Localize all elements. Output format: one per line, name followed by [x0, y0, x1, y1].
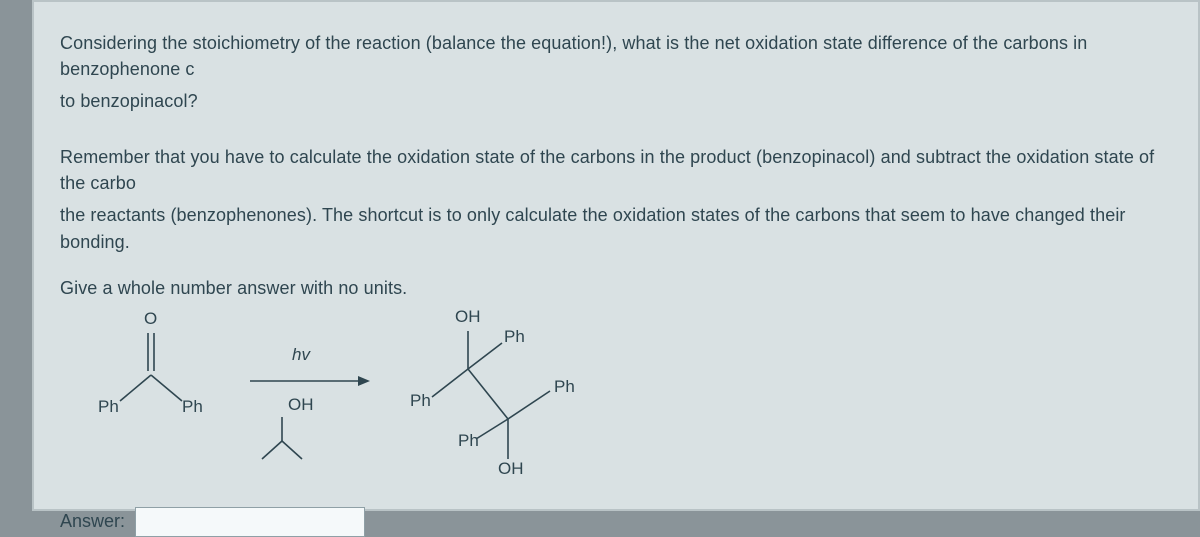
arrow-top-label: hv: [292, 345, 310, 365]
reactant-o-label: O: [144, 309, 157, 329]
question-line-2: to benzopinacol?: [60, 88, 1172, 114]
product-oh-top: OH: [455, 307, 481, 327]
question-line-4: the reactants (benzophenones). The short…: [60, 202, 1172, 254]
product-ph-br: Ph: [554, 377, 575, 397]
question-line-5: Give a whole number answer with no units…: [60, 275, 1172, 301]
product-ph-tl: Ph: [410, 391, 431, 411]
product-oh-bot: OH: [498, 459, 524, 479]
reaction-scheme: O Ph Ph hv OH: [60, 309, 620, 489]
reactant-bonds: [60, 309, 230, 449]
answer-input[interactable]: [135, 507, 365, 537]
product-ph-tr: Ph: [504, 327, 525, 347]
question-line-3: Remember that you have to calculate the …: [60, 144, 1172, 196]
question-line-1: Considering the stoichiometry of the rea…: [60, 30, 1172, 82]
answer-row: Answer:: [60, 507, 1172, 537]
reactant-ph-left: Ph: [98, 397, 119, 417]
answer-label: Answer:: [60, 511, 125, 532]
question-panel: Considering the stoichiometry of the rea…: [32, 0, 1200, 511]
product-ph-bl: Ph: [458, 431, 479, 451]
reactant-ph-right: Ph: [182, 397, 203, 417]
arrow-bottom-label: OH: [288, 395, 314, 415]
